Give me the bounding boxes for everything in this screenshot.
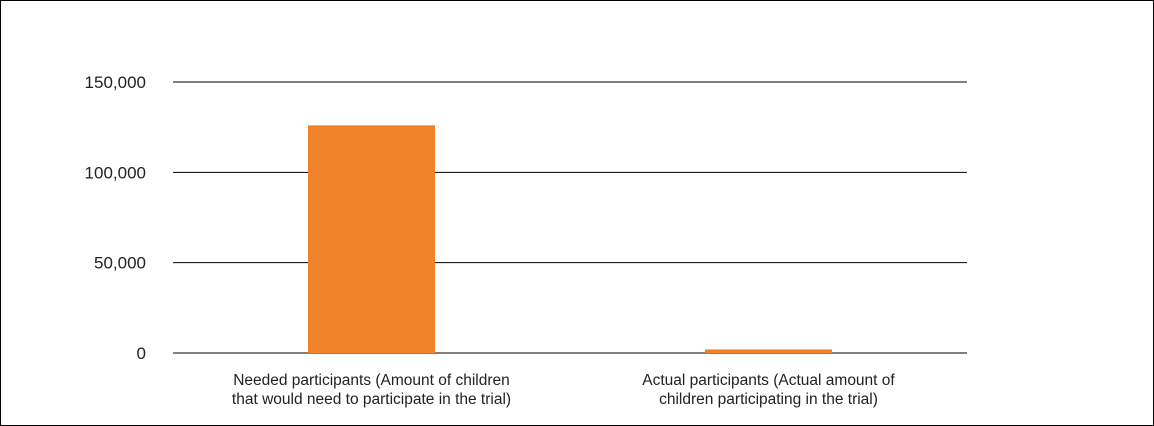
- bar: [705, 349, 832, 353]
- bar: [308, 125, 435, 353]
- y-tick-label: 100,000: [85, 163, 146, 182]
- y-tick-label: 50,000: [94, 254, 146, 273]
- x-category-label: Actual participants (Actual amount of chi…: [642, 372, 895, 408]
- y-tick-label: 0: [137, 344, 146, 363]
- x-category-label: Needed participants (Amount of children t…: [232, 372, 511, 408]
- y-tick-label: 150,000: [85, 73, 146, 92]
